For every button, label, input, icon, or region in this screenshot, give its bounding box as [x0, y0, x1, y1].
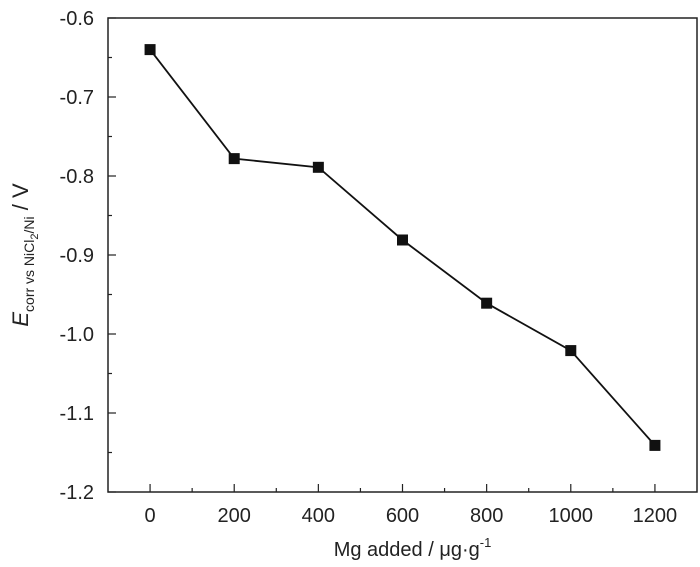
y-axis-label-sub2: 2: [29, 233, 41, 239]
x-tick-label: 600: [386, 505, 419, 527]
y-tick-label: -0.6: [60, 8, 94, 30]
y-tick-label: -1.1: [60, 403, 94, 425]
y-tick-label: -1.0: [60, 324, 94, 346]
x-tick-label: 800: [470, 505, 503, 527]
data-point: [565, 345, 577, 357]
x-tick-label: 400: [302, 505, 335, 527]
x-tick-label: 1000: [549, 505, 594, 527]
y-tick-label: -0.7: [60, 87, 94, 109]
y-axis-label: Ecorr vs NiCl2/Ni / V: [8, 183, 41, 327]
data-point: [649, 439, 661, 451]
series-line: [149, 49, 656, 446]
x-tick-label: 0: [145, 505, 156, 527]
plot-frame: [107, 17, 698, 493]
data-point: [144, 44, 156, 56]
y-tick-label: -1.2: [60, 482, 94, 504]
x-axis-label-sup: -1: [480, 535, 492, 550]
y-tick-label: -0.8: [60, 166, 94, 188]
y-axis-label-sub: corr vs NiCl: [21, 240, 37, 312]
y-axis-label-unit: / V: [8, 183, 33, 216]
y-tick-label: -0.9: [60, 245, 94, 267]
x-axis-label: Mg added / μg·g-1: [334, 535, 492, 561]
data-point: [481, 297, 493, 309]
y-axis-label-main: E: [8, 312, 33, 327]
data-point: [397, 234, 408, 246]
x-tick-label: 200: [218, 505, 251, 527]
data-point: [228, 153, 240, 165]
x-tick-label: 1200: [633, 505, 678, 527]
data-point: [312, 161, 324, 173]
x-axis-label-text: Mg added / μg·g: [334, 539, 480, 561]
y-axis-label-sub3: /Ni: [21, 216, 37, 233]
